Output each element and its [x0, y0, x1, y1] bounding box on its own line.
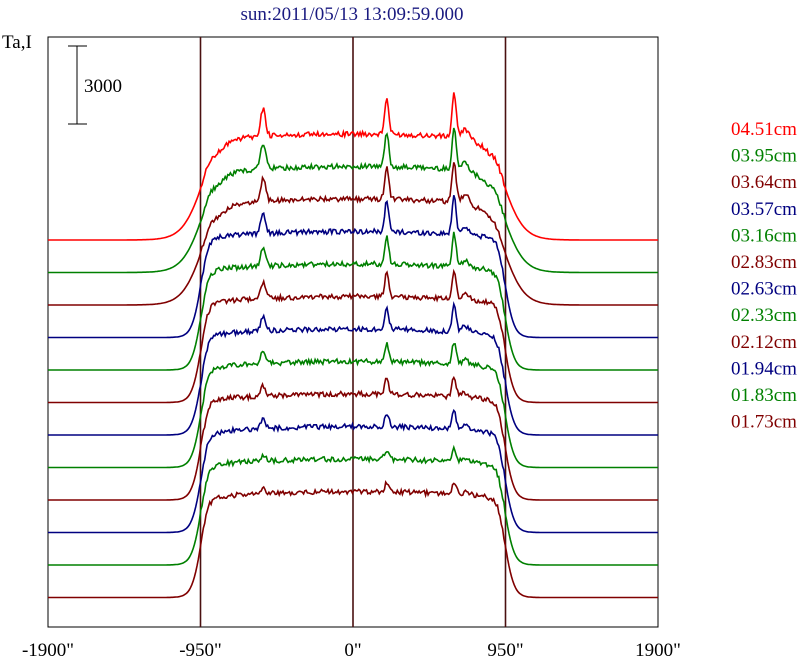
legend-entry: 01.94cm [731, 358, 797, 379]
x-tick-labels: -1900" -950" 0" 950" 1900" [22, 640, 681, 661]
chart-title: sun:2011/05/13 13:09:59.000 [240, 4, 463, 25]
trace-03.64cm [48, 162, 658, 306]
trace-01.73cm [48, 479, 658, 599]
trace-02.33cm [48, 342, 658, 469]
legend-entry: 01.73cm [731, 412, 797, 433]
trace-03.95cm [48, 127, 658, 274]
trace-02.63cm [48, 300, 658, 436]
x-tick-label: 950" [487, 640, 523, 661]
x-tick-label: 0" [344, 640, 361, 661]
legend: 04.51cm 03.95cm 03.64cm 03.57cm 03.16cm 02.83… [731, 119, 797, 433]
trace-04.51cm [48, 92, 658, 241]
scale-bar-label: 3000 [84, 76, 122, 97]
spectral-traces [48, 92, 658, 599]
trace-01.83cm [48, 444, 658, 566]
legend-entry: 03.64cm [731, 172, 797, 193]
scale-bar: 3000 [68, 45, 122, 125]
y-axis-label: Ta,I [2, 32, 32, 53]
legend-entry: 02.63cm [731, 279, 797, 300]
legend-entry: 02.12cm [731, 332, 797, 353]
vertical-markers [199, 37, 507, 627]
legend-entry: 02.33cm [731, 305, 797, 326]
x-tick-label: 1900" [635, 640, 681, 661]
trace-01.94cm [48, 408, 658, 534]
legend-entry: 03.16cm [731, 225, 797, 246]
legend-entry: 03.57cm [731, 199, 797, 220]
x-tick-label: -950" [179, 640, 222, 661]
legend-entry: 01.83cm [731, 385, 797, 406]
legend-entry: 04.51cm [731, 119, 797, 140]
legend-entry: 03.95cm [731, 146, 797, 167]
trace-02.83cm [48, 268, 658, 404]
trace-02.12cm [48, 375, 658, 501]
trace-03.16cm [48, 231, 658, 371]
trace-03.57cm [48, 194, 658, 339]
legend-entry: 02.83cm [731, 252, 797, 273]
x-tick-label: -1900" [22, 640, 74, 661]
